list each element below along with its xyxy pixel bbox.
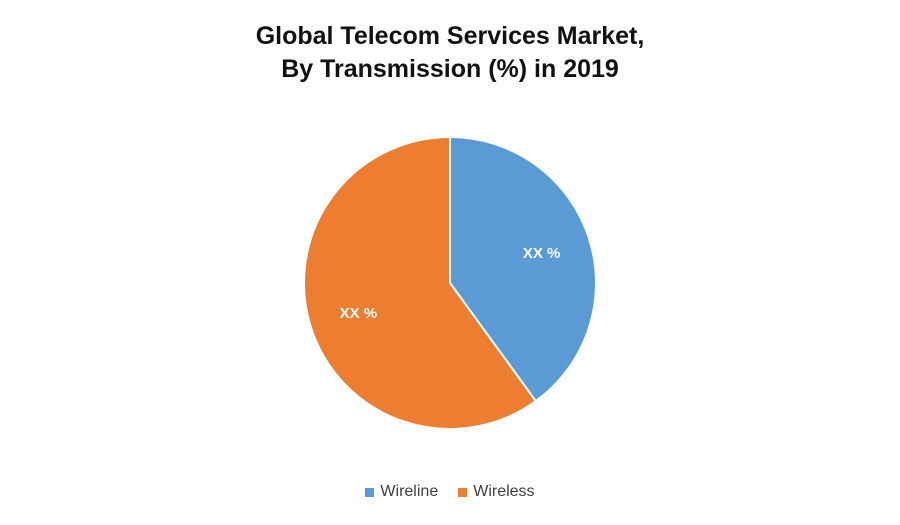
pie-slice-wireless bbox=[303, 135, 538, 430]
chart-title-line1: Global Telecom Services Market, bbox=[255, 22, 645, 50]
chart-title-line2: By Transmission (%) in 2019 bbox=[281, 55, 619, 83]
chart-legend: Wireline Wireless bbox=[0, 483, 900, 501]
pie-slice-wireline bbox=[449, 135, 597, 403]
legend-swatch-wireless bbox=[458, 487, 468, 497]
legend-label-wireless: Wireless bbox=[473, 483, 535, 500]
data-label-wireless: XX % bbox=[340, 305, 378, 322]
chart-title: Global Telecom Services Market, By Trans… bbox=[0, 20, 900, 86]
legend-item-wireline: Wireline bbox=[365, 483, 438, 501]
legend-swatch-wireline bbox=[365, 487, 375, 497]
legend-label-wireline: Wireline bbox=[380, 483, 439, 500]
legend-item-wireless: Wireless bbox=[458, 483, 535, 501]
data-label-wireline: XX % bbox=[523, 245, 561, 262]
